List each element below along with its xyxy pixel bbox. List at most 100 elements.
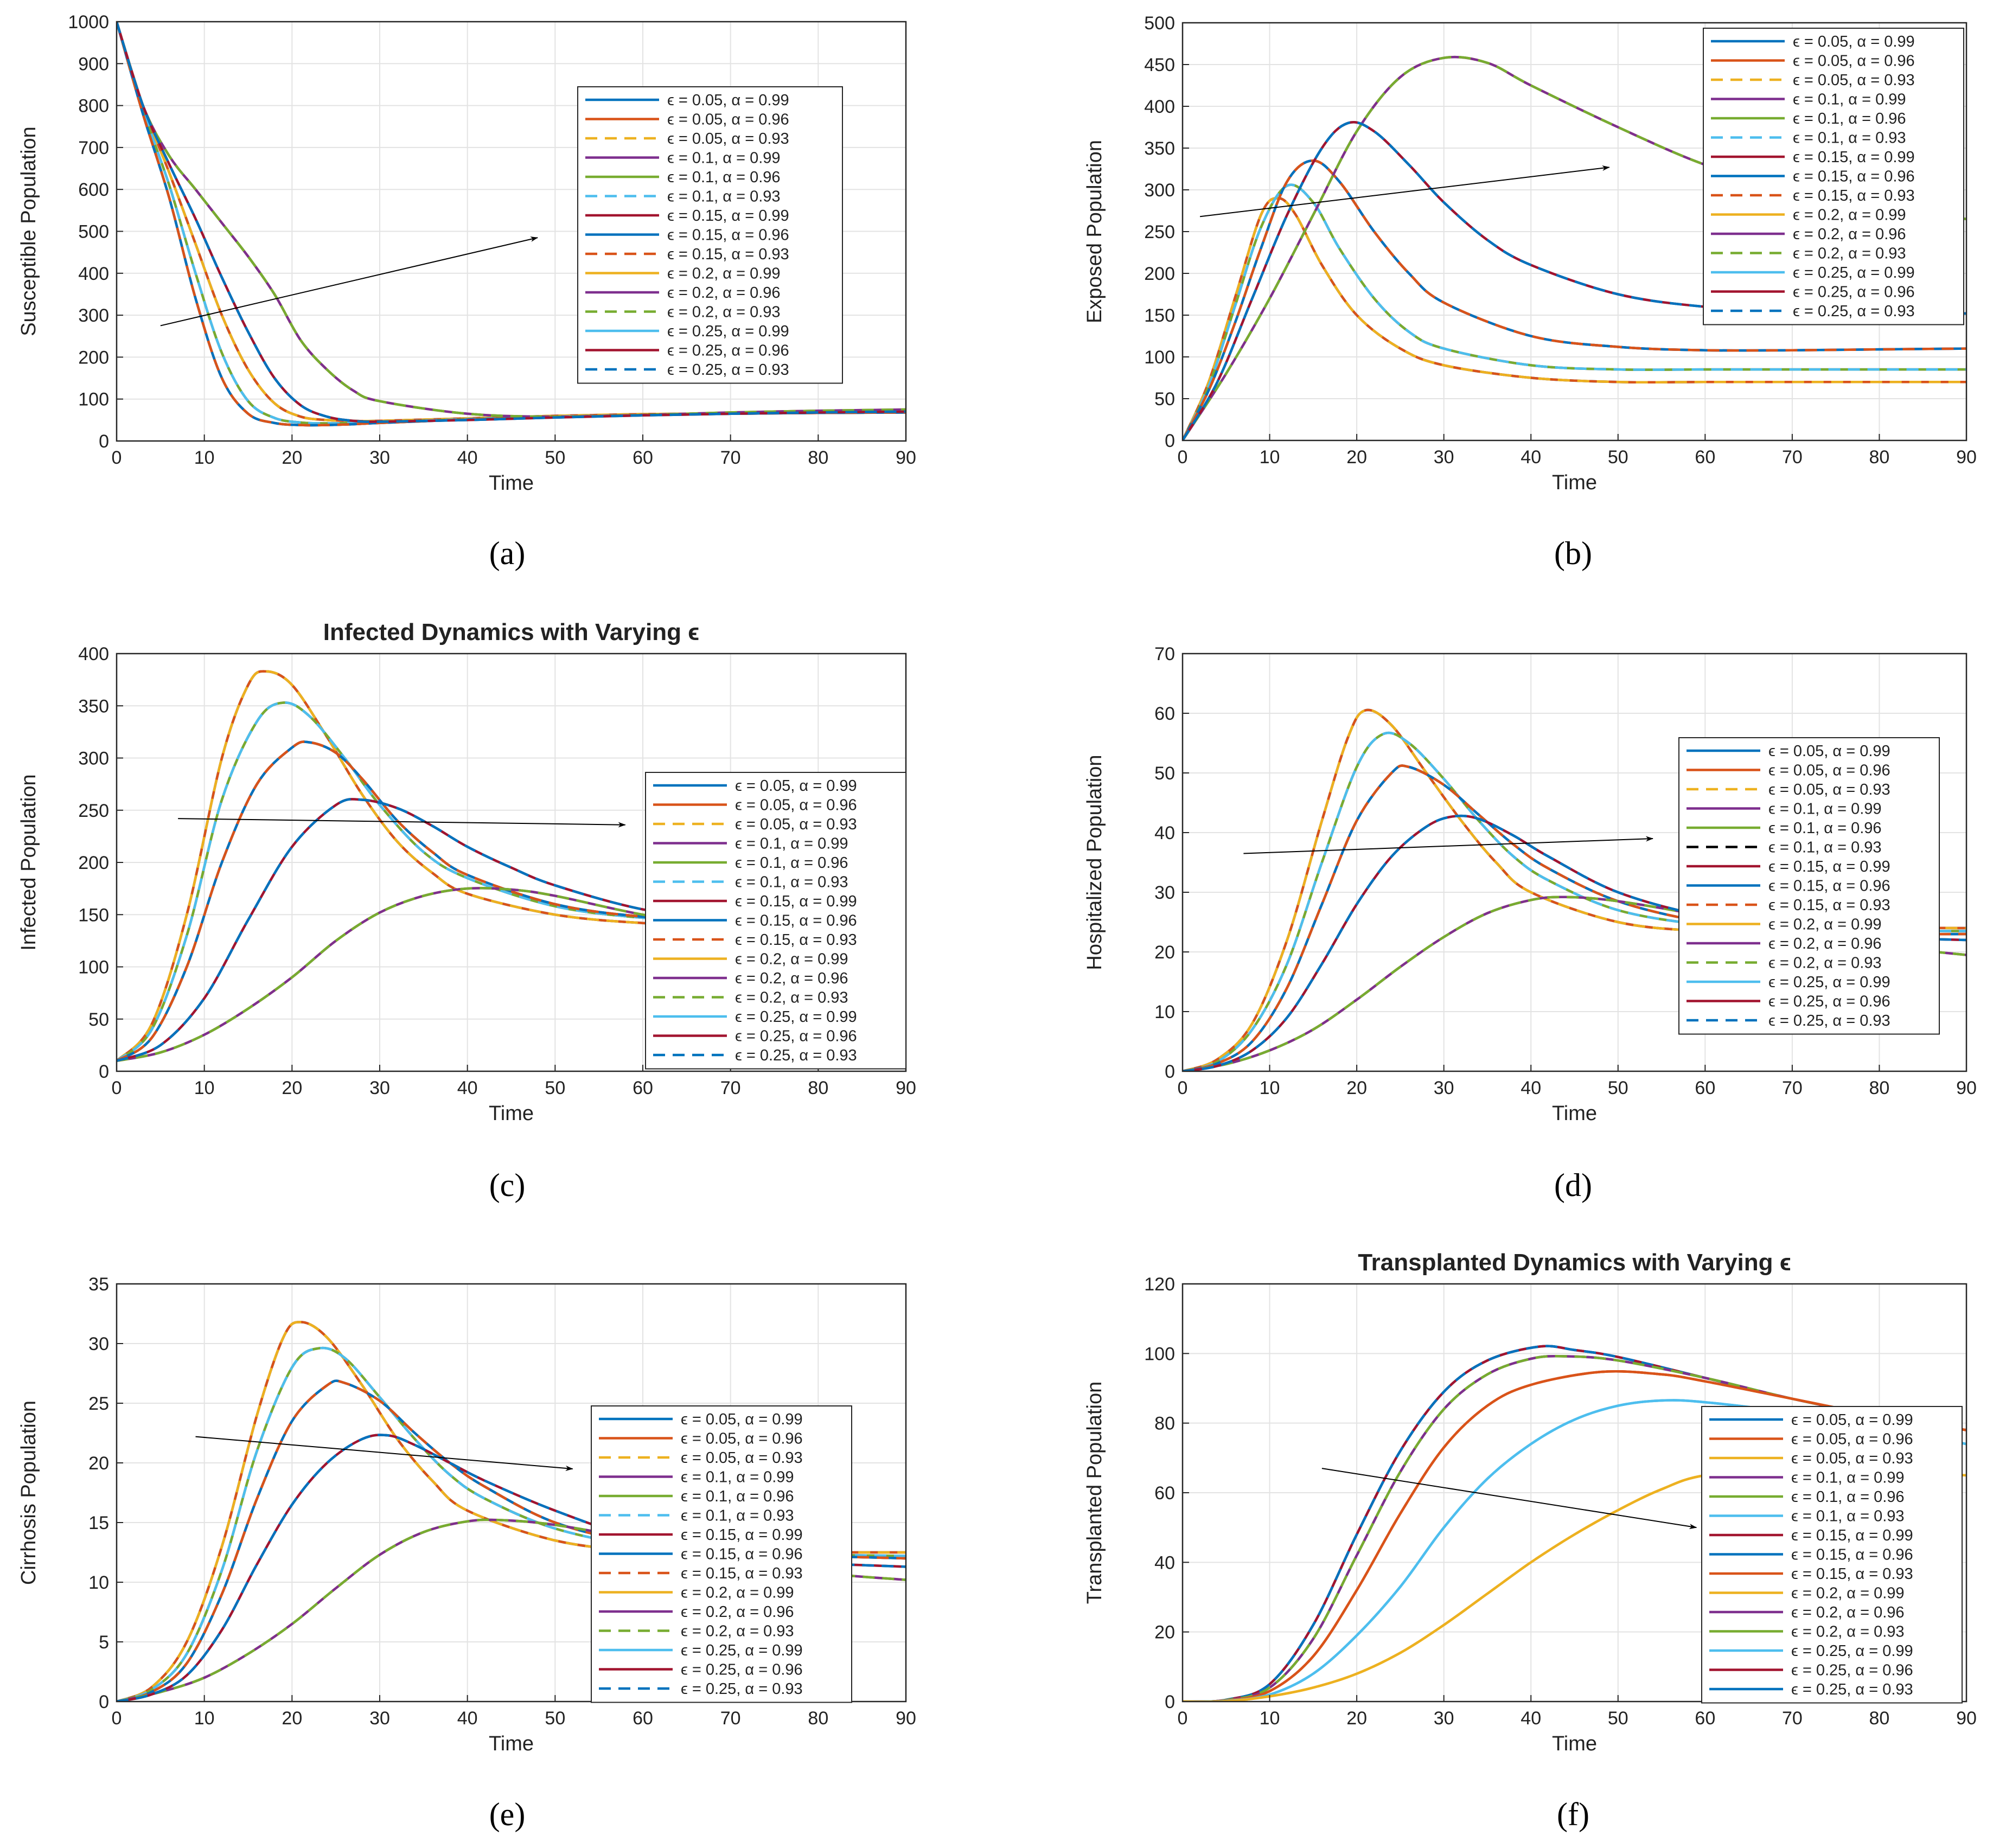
legend-label: ϵ = 0.05, α = 0.99 [1768, 743, 1890, 760]
x-tick-label: 50 [1608, 447, 1628, 468]
series-line [117, 740, 906, 1062]
legend-label: ϵ = 0.1, α = 0.99 [1791, 1469, 1905, 1487]
legend-label: ϵ = 0.15, α = 0.93 [667, 246, 789, 263]
legend-label: ϵ = 0.2, α = 0.99 [1791, 1585, 1905, 1602]
legend-label: ϵ = 0.05, α = 0.96 [1768, 762, 1890, 779]
x-tick-label: 80 [1869, 1708, 1890, 1729]
legend-label: ϵ = 0.05, α = 0.99 [1791, 1411, 1913, 1429]
legend-label: ϵ = 0.1, α = 0.96 [1791, 1488, 1905, 1506]
legend-label: ϵ = 0.25, α = 0.93 [681, 1680, 803, 1698]
x-tick-label: 40 [1521, 447, 1541, 468]
trend-arrow [1243, 836, 1653, 854]
x-tick-label: 20 [1346, 1078, 1367, 1098]
x-tick-label: 20 [282, 1078, 302, 1098]
y-tick-label: 100 [1144, 1344, 1175, 1364]
y-tick-label: 120 [1144, 1274, 1175, 1295]
x-tick-label: 10 [194, 1708, 215, 1729]
legend-label: ϵ = 0.25, α = 0.99 [667, 323, 789, 340]
legend-label: ϵ = 0.05, α = 0.93 [681, 1449, 803, 1467]
x-tick-label: 70 [1782, 447, 1803, 468]
x-tick-label: 60 [1695, 447, 1715, 468]
x-tick-label: 40 [1521, 1708, 1541, 1729]
y-tick-label: 5 [99, 1632, 109, 1653]
series-line [1183, 1370, 1966, 1702]
legend-label: ϵ = 0.15, α = 0.93 [1791, 1565, 1913, 1583]
legend-label: ϵ = 0.05, α = 0.96 [667, 111, 789, 129]
trend-arrow [1199, 165, 1610, 218]
y-tick-label: 10 [1154, 1002, 1175, 1022]
x-tick-label: 40 [457, 1078, 478, 1098]
x-tick-label: 30 [1434, 1708, 1454, 1729]
y-tick-label: 200 [78, 853, 109, 873]
y-tick-label: 900 [78, 54, 109, 74]
y-tick-label: 150 [1144, 305, 1175, 326]
x-tick-label: 90 [896, 1708, 916, 1729]
x-tick-label: 0 [1178, 447, 1188, 468]
legend-label: ϵ = 0.25, α = 0.99 [735, 1008, 857, 1026]
legend-label: ϵ = 0.05, α = 0.99 [681, 1411, 803, 1428]
legend-label: ϵ = 0.25, α = 0.93 [735, 1047, 857, 1064]
chart-title: Infected Dynamics with Varying ϵ [323, 619, 699, 645]
y-tick-label: 100 [1144, 347, 1175, 368]
y-tick-label: 40 [1154, 1552, 1175, 1573]
legend-label: ϵ = 0.2, α = 0.99 [681, 1584, 794, 1602]
x-tick-label: 20 [282, 1708, 302, 1729]
trend-arrow [178, 818, 626, 828]
legend-label: ϵ = 0.25, α = 0.93 [667, 361, 789, 379]
legend-label: ϵ = 0.15, α = 0.99 [667, 207, 789, 225]
y-tick-label: 0 [99, 431, 109, 452]
legend-label: ϵ = 0.25, α = 0.96 [681, 1661, 803, 1679]
legend-label: ϵ = 0.25, α = 0.99 [681, 1642, 803, 1659]
legend-label: ϵ = 0.2, α = 0.96 [1791, 1604, 1905, 1621]
x-tick-label: 90 [1956, 1078, 1977, 1098]
legend-label: ϵ = 0.2, α = 0.99 [1768, 916, 1882, 933]
y-tick-label: 0 [1165, 431, 1175, 451]
x-axis-label: Time [489, 1732, 534, 1755]
x-tick-label: 70 [1782, 1708, 1803, 1729]
x-tick-label: 20 [282, 447, 302, 468]
legend-label: ϵ = 0.05, α = 0.93 [1768, 781, 1890, 798]
x-tick-label: 90 [1956, 447, 1977, 468]
y-tick-label: 0 [99, 1062, 109, 1082]
x-tick-label: 60 [633, 447, 653, 468]
legend-label: ϵ = 0.05, α = 0.96 [1791, 1431, 1913, 1448]
legend-label: ϵ = 0.2, α = 0.96 [1768, 935, 1882, 952]
x-tick-label: 60 [633, 1708, 653, 1729]
y-tick-label: 250 [78, 801, 109, 821]
y-tick-label: 400 [78, 264, 109, 284]
legend-label: ϵ = 0.1, α = 0.93 [1768, 839, 1882, 856]
legend-label: ϵ = 0.1, α = 0.93 [667, 188, 781, 206]
y-tick-label: 400 [1144, 97, 1175, 117]
legend-label: ϵ = 0.25, α = 0.93 [1768, 1012, 1890, 1029]
y-tick-label: 30 [1154, 883, 1175, 903]
x-tick-label: 10 [1260, 447, 1280, 468]
legend-label: ϵ = 0.1, α = 0.99 [681, 1469, 794, 1486]
legend-label: ϵ = 0.15, α = 0.93 [681, 1565, 803, 1582]
legend-label: ϵ = 0.05, α = 0.93 [1791, 1450, 1913, 1467]
legend-label: ϵ = 0.1, α = 0.96 [681, 1488, 794, 1505]
x-axis-label: Time [1552, 1732, 1597, 1755]
legend-label: ϵ = 0.15, α = 0.99 [1768, 858, 1890, 875]
y-tick-label: 200 [78, 347, 109, 368]
legend-label: ϵ = 0.2, α = 0.93 [681, 1623, 794, 1640]
y-tick-label: 150 [78, 905, 109, 925]
x-tick-label: 0 [112, 447, 122, 468]
y-tick-label: 300 [1144, 180, 1175, 201]
x-tick-label: 50 [545, 1708, 565, 1729]
legend-label: ϵ = 0.1, α = 0.99 [667, 150, 781, 167]
y-axis-label: Hospitalized Population [1083, 754, 1106, 970]
legend-label: ϵ = 0.05, α = 0.93 [1793, 72, 1915, 89]
legend-label: ϵ = 0.15, α = 0.96 [735, 912, 857, 930]
legend-label: ϵ = 0.25, α = 0.96 [667, 342, 789, 360]
x-tick-label: 70 [720, 1708, 741, 1729]
chart-panel-f: 0 10 20 30 40 50 60 70 80 90 0 20 40 60 80 100 120 Time Tr… [1083, 1249, 1977, 1832]
legend-label: ϵ = 0.15, α = 0.96 [1768, 878, 1890, 895]
y-axis-label: Exposed Population [1083, 140, 1106, 323]
x-tick-label: 50 [1608, 1708, 1628, 1729]
legend-label: ϵ = 0.25, α = 0.99 [1793, 264, 1915, 282]
x-tick-label: 0 [112, 1708, 122, 1729]
legend-label: ϵ = 0.1, α = 0.96 [667, 169, 781, 186]
legend-label: ϵ = 0.2, α = 0.99 [667, 265, 781, 283]
axes-box [1181, 653, 1968, 1072]
y-axis-label: Infected Population [17, 774, 40, 950]
